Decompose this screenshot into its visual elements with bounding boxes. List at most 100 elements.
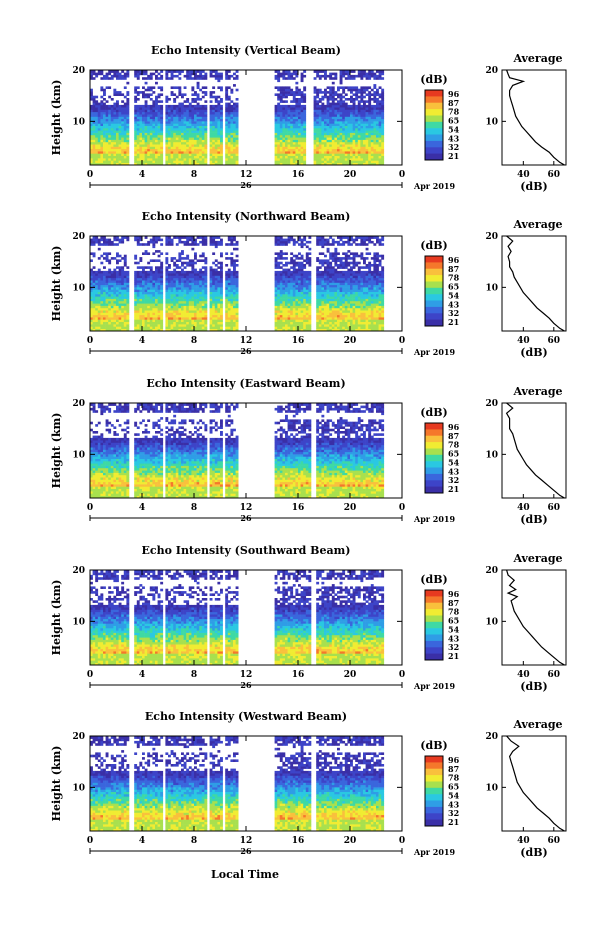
heatmap-cell (105, 296, 109, 299)
heatmap-cell (318, 88, 322, 92)
heatmap-cell (90, 91, 93, 94)
heatmap-cell (181, 102, 184, 106)
heatmap-cell (324, 135, 327, 138)
heatmap-cell (321, 162, 325, 166)
heatmap-cell (194, 270, 197, 274)
heatmap-cell (370, 146, 374, 150)
heatmap-cell (282, 289, 286, 292)
heatmap-cell (350, 130, 353, 133)
heatmap-cell (300, 158, 304, 161)
heatmap-cell (118, 321, 122, 325)
heatmap-cell (316, 118, 320, 122)
heatmap-cell (170, 270, 174, 274)
heatmap-cell (199, 160, 203, 163)
heatmap-cell (116, 287, 119, 290)
heatmap-cell (170, 160, 174, 163)
heatmap-cell (178, 162, 182, 166)
heatmap-cell (363, 137, 366, 140)
heatmap-cell (204, 307, 208, 311)
heatmap-cell (339, 130, 343, 133)
heatmap-cell (165, 298, 169, 302)
heatmap-cell (339, 79, 343, 83)
heatmap-cell (233, 155, 236, 159)
heatmap-cell (147, 298, 151, 302)
heatmap-cell (235, 270, 239, 274)
heatmap-cell (90, 307, 93, 311)
heatmap-cell (363, 125, 366, 129)
heatmap-cell (157, 273, 161, 276)
heatmap-cell (316, 155, 320, 159)
heatmap-cell (123, 282, 127, 286)
heatmap-cell (108, 270, 112, 274)
heatmap-cell (209, 155, 213, 159)
heatmap-cell (318, 107, 322, 110)
heatmap-cell (181, 296, 184, 299)
heatmap-cell (97, 287, 101, 290)
heatmap-cell (298, 104, 301, 108)
heatmap-cell (316, 139, 320, 143)
heatmap-cell (220, 294, 223, 297)
heatmap-cell (233, 118, 236, 122)
heatmap-cell (186, 128, 190, 131)
heatmap-cell (178, 153, 182, 156)
heatmap-cell (324, 155, 327, 159)
heatmap-cell (116, 314, 119, 318)
heatmap-cell (227, 328, 231, 332)
heatmap-cell (194, 100, 197, 103)
heatmap-cell (183, 266, 187, 269)
heatmap-cell (105, 310, 109, 313)
heatmap-cell (110, 303, 114, 306)
heatmap-cell (116, 70, 119, 73)
heatmap-cell (147, 326, 151, 329)
heatmap-cell (282, 240, 286, 244)
heatmap-cell (194, 261, 197, 265)
heatmap-cell (298, 109, 301, 113)
heatmap-cell (214, 153, 218, 156)
heatmap-cell (149, 158, 153, 161)
heatmap-cell (97, 317, 101, 320)
heatmap-cell (209, 146, 213, 150)
heatmap-cell (178, 312, 182, 316)
heatmap-cell (191, 298, 195, 302)
heatmap-cell (201, 123, 205, 126)
heatmap-cell (139, 243, 143, 246)
heatmap-cell (123, 132, 127, 136)
heatmap-cell (352, 139, 356, 143)
heatmap-cell (191, 273, 195, 276)
heatmap-cell (110, 144, 114, 147)
heatmap-cell (165, 128, 169, 131)
heatmap-cell (373, 107, 377, 110)
heatmap-cell (342, 102, 346, 106)
heatmap-cell (121, 125, 125, 129)
heatmap-cell (199, 123, 203, 126)
heatmap-cell (209, 111, 213, 115)
heatmap-cell (199, 135, 203, 138)
heatmap-cell (350, 153, 353, 156)
heatmap-cell (235, 155, 239, 159)
heatmap-cell (155, 259, 158, 262)
heatmap-cell (170, 317, 174, 320)
heatmap-cell (97, 298, 101, 302)
heatmap-cell (321, 135, 325, 138)
heatmap-cell (376, 153, 379, 156)
heatmap-cell (357, 160, 361, 163)
heatmap-cell (183, 326, 187, 329)
heatmap-cell (149, 317, 153, 320)
heatmap-cell (360, 130, 364, 133)
heatmap-cell (360, 98, 364, 101)
heatmap-cell (186, 162, 190, 166)
heatmap-cell (103, 153, 106, 156)
heatmap-cell (376, 114, 379, 117)
heatmap-cell (220, 125, 223, 129)
heatmap-cell (108, 95, 112, 99)
heatmap-cell (344, 146, 348, 150)
heatmap-cell (188, 307, 192, 311)
heatmap-cell (285, 261, 288, 265)
heatmap-cell (100, 107, 104, 110)
heatmap-cell (113, 277, 117, 281)
heatmap-cell (331, 86, 335, 89)
heatmap-cell (194, 324, 197, 327)
heatmap-cell (230, 236, 234, 239)
heatmap-cell (113, 88, 117, 92)
heatmap-cell (212, 275, 216, 279)
